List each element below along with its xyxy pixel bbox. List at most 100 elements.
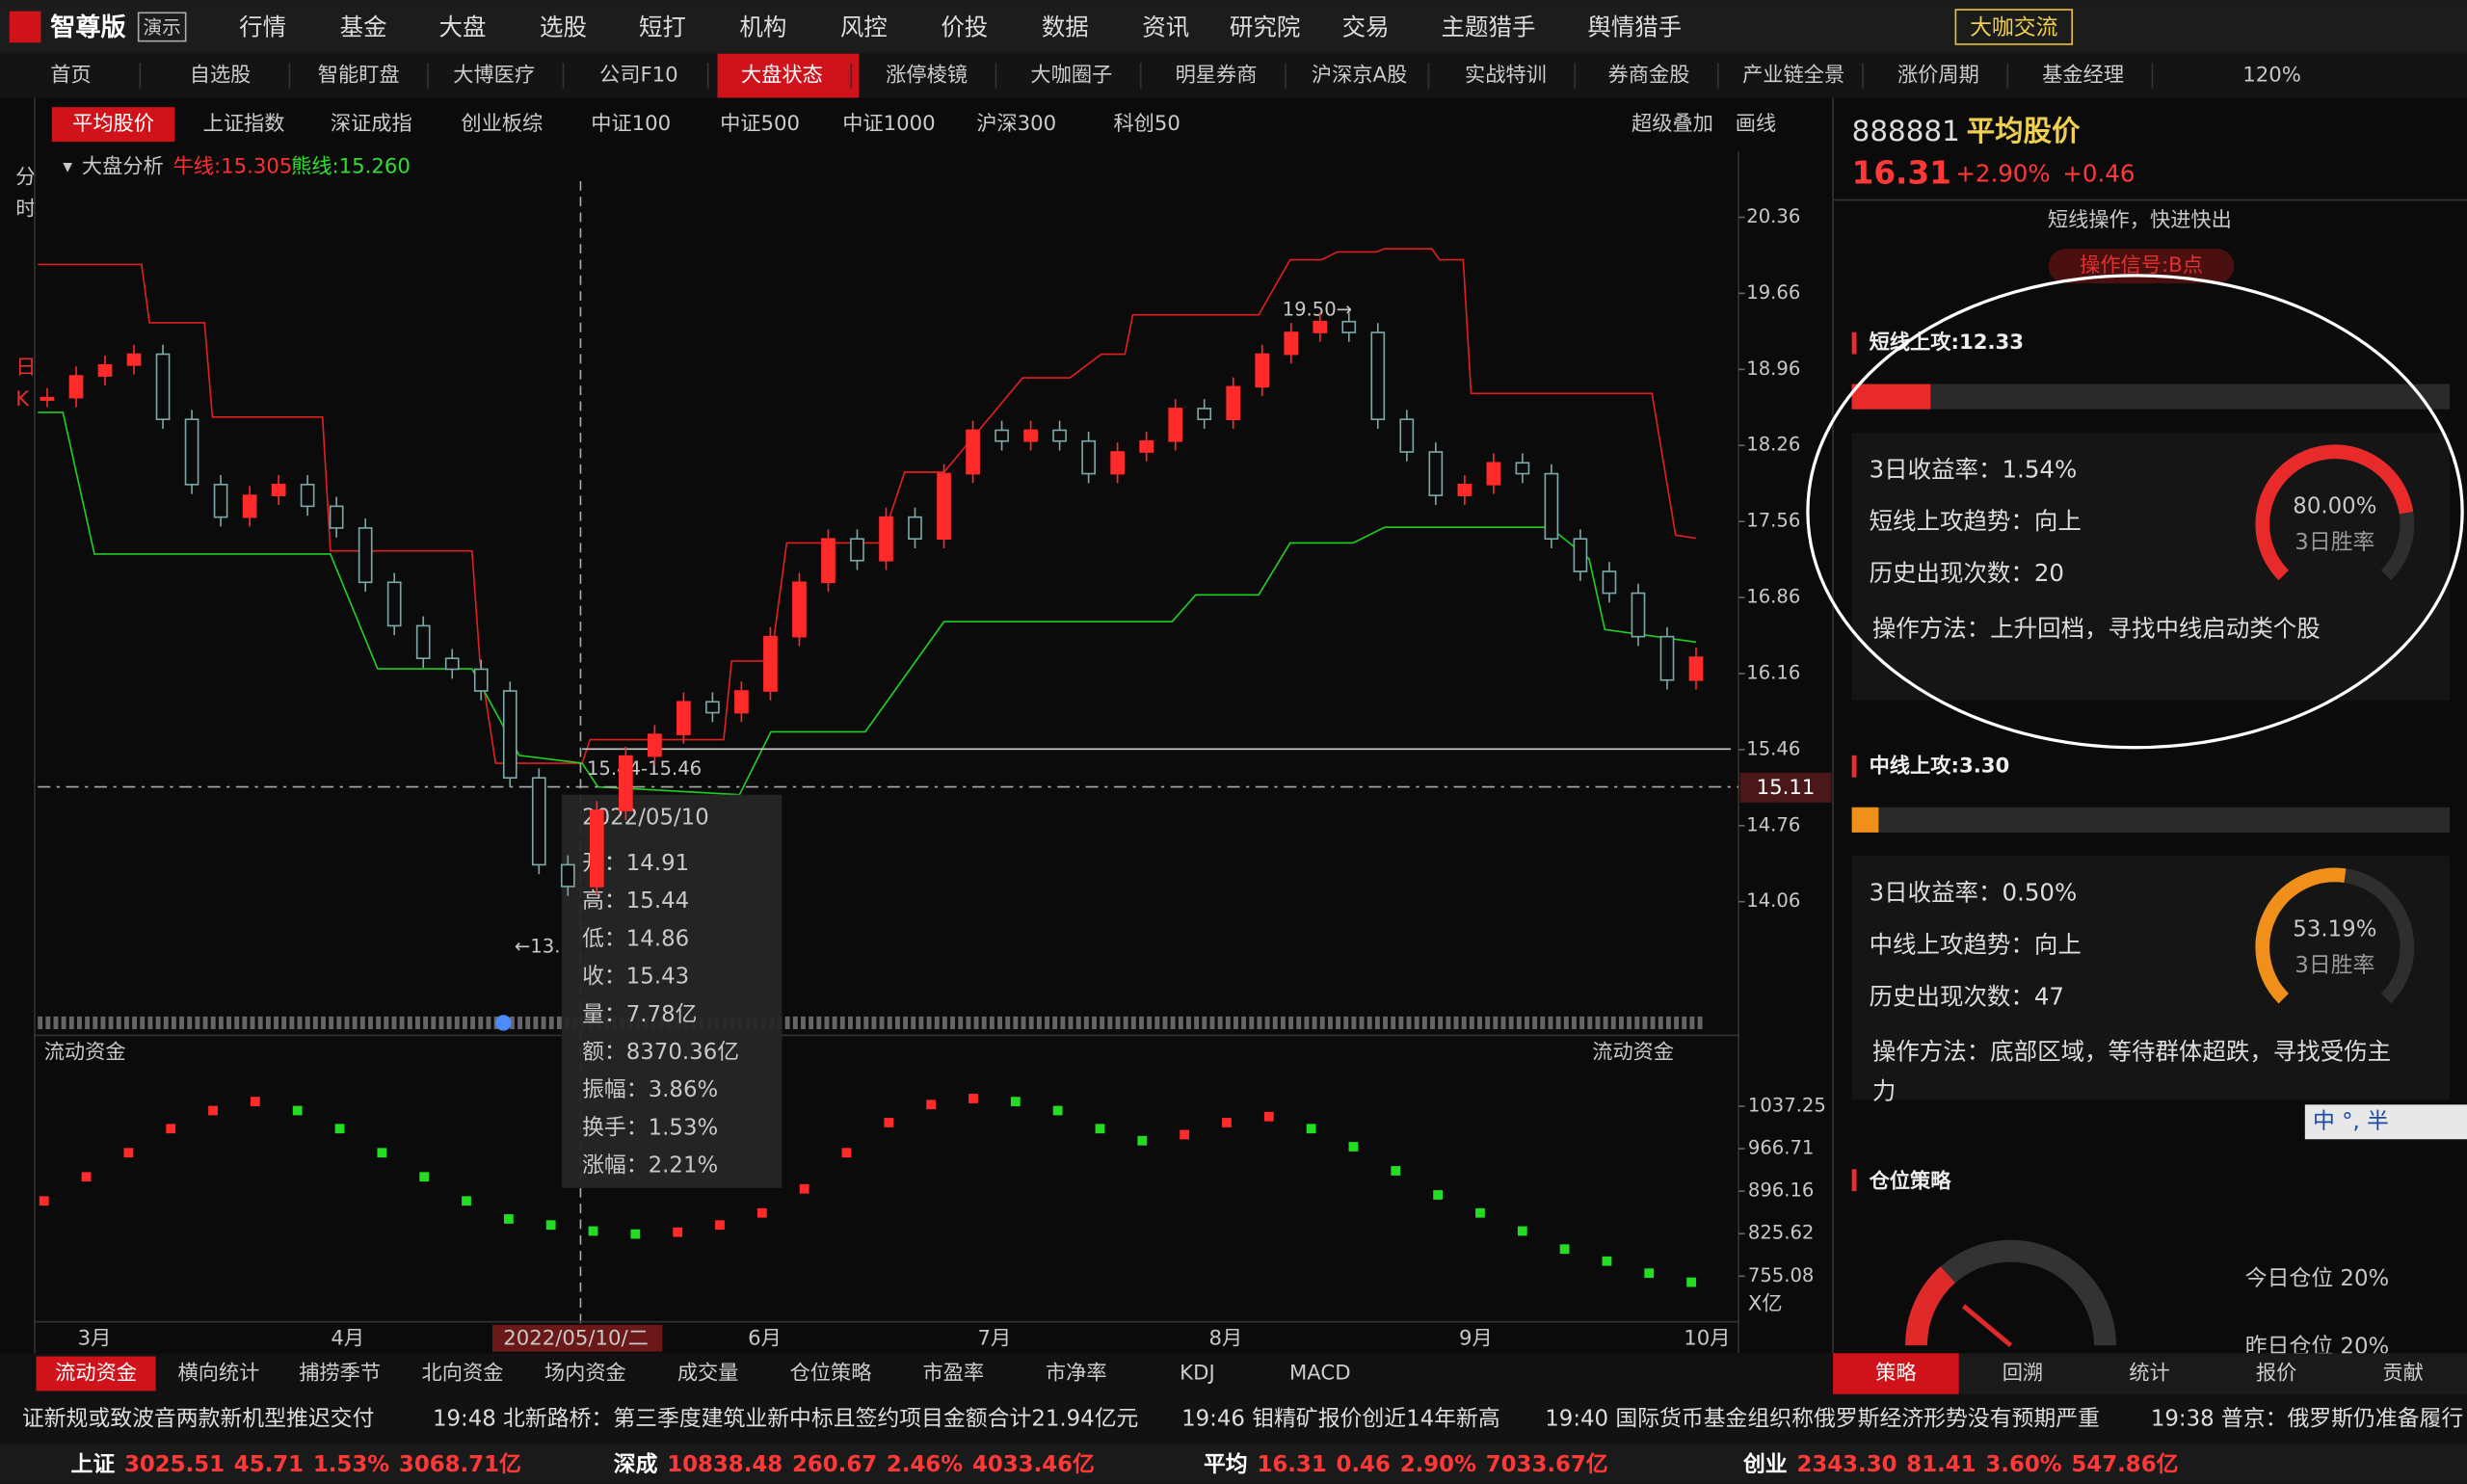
position-title: 仓位策略	[1869, 1168, 1952, 1193]
index-tab[interactable]: 深证成指	[331, 112, 412, 136]
menu-item[interactable]: 数据	[1042, 13, 1089, 41]
top-button-box[interactable]	[1954, 9, 2074, 45]
chart-tool[interactable]: 超级叠加	[1631, 112, 1713, 136]
menu-item[interactable]: 选股	[540, 13, 587, 41]
tab[interactable]: 大咖圈子	[1030, 64, 1112, 88]
candle-body	[1688, 656, 1704, 681]
menu-item[interactable]: 风控	[840, 13, 888, 41]
bottom-tab[interactable]: 横向统计	[177, 1362, 259, 1386]
bottom-tab[interactable]: 成交量	[677, 1362, 739, 1386]
bottom-tab[interactable]: 捕捞季节	[299, 1362, 381, 1386]
tab[interactable]: 沪深京A股	[1312, 64, 1407, 88]
index-tab[interactable]: 平均股价	[72, 112, 154, 136]
menu-item[interactable]: 行情	[239, 13, 286, 41]
news-item[interactable]: 19:48 北新路桥：第三季度建筑业新中标且签约项目金额合计21.94亿元	[433, 1406, 1138, 1431]
y-tick-label: 1037.25	[1748, 1094, 1826, 1116]
bottom-tab[interactable]: 北向资金	[422, 1362, 504, 1386]
zoom: 120%	[2242, 64, 2301, 88]
tab[interactable]: 券商金股	[1608, 64, 1690, 88]
section-marker	[1851, 1169, 1857, 1192]
menu-item[interactable]: 资讯	[1142, 13, 1189, 41]
status-value: 2.46%	[887, 1452, 963, 1477]
news-item[interactable]: 19:38 普京：俄罗斯仍准备履行	[2151, 1406, 2463, 1431]
status-label: 上证	[70, 1452, 115, 1477]
index-tab[interactable]: 中证500	[720, 112, 800, 136]
menu-item[interactable]: 基金	[340, 13, 387, 41]
news-item[interactable]: 19:40 国际货币基金组织称俄罗斯经济形势没有预期严重	[1545, 1406, 2100, 1431]
tab[interactable]: 实战特训	[1465, 64, 1547, 88]
flow-title: 流动资金	[1592, 1040, 1674, 1064]
flow-mark	[123, 1148, 134, 1158]
flow-mark	[377, 1148, 387, 1158]
index-tab[interactable]: 沪深300	[976, 112, 1056, 136]
tab[interactable]: 涨停棱镜	[886, 64, 968, 88]
chart-tool[interactable]: 画线	[1736, 112, 1776, 136]
mode[interactable]: 日	[15, 356, 36, 380]
tab[interactable]: 公司F10	[599, 64, 678, 88]
candle-body	[763, 635, 778, 692]
bottom-tab[interactable]: 市净率	[1046, 1362, 1107, 1386]
highlight-ellipse	[1806, 274, 2464, 750]
news-item[interactable]: 证新规或致波音两款新机型推迟交付	[22, 1406, 375, 1431]
section-marker	[1851, 331, 1857, 355]
y-tick-label: 896.16	[1748, 1179, 1815, 1202]
side-tab[interactable]: 贡献	[2382, 1362, 2423, 1386]
bottom-tab[interactable]: 流动资金	[55, 1362, 137, 1386]
menu-item[interactable]: 机构	[739, 13, 786, 41]
tab[interactable]: 自选股	[190, 64, 252, 88]
menu-item[interactable]: 主题猎手	[1442, 13, 1536, 41]
mode[interactable]: K	[15, 387, 30, 411]
tab[interactable]: 基金经理	[2042, 64, 2124, 88]
name: 平均股价	[1967, 115, 2081, 147]
tooltip-row: 额：8370.36亿	[582, 1040, 739, 1065]
candle-body	[1544, 472, 1559, 541]
status-value: 0.46	[1337, 1452, 1391, 1477]
tab[interactable]: 涨价周期	[1897, 64, 1979, 88]
bottom-tab[interactable]: 市盈率	[923, 1362, 985, 1386]
menu-item[interactable]: 研究院	[1230, 13, 1300, 41]
bottom-tab[interactable]: MACD	[1289, 1362, 1351, 1386]
flow-mark	[250, 1097, 260, 1107]
candle-body	[995, 429, 1009, 442]
dropdown[interactable]: ▾	[63, 155, 72, 177]
tab[interactable]: 明星券商	[1176, 64, 1258, 88]
bottom-tab[interactable]: KDJ	[1180, 1362, 1215, 1386]
flow-mark	[756, 1207, 767, 1218]
flow-mark	[39, 1196, 49, 1206]
mode[interactable]: 分	[15, 166, 36, 190]
tab[interactable]: 产业链全景	[1742, 64, 1844, 88]
candle-body	[648, 733, 662, 757]
flow-mark	[1263, 1111, 1274, 1122]
bottom-tab[interactable]: 仓位策略	[790, 1362, 872, 1386]
index-tab[interactable]: 中证100	[591, 112, 671, 136]
y-tick-label: 18.26	[1746, 434, 1800, 456]
candle-body	[444, 657, 460, 671]
top-button[interactable]: 大咖交流	[1970, 15, 2058, 40]
index-tab[interactable]: 创业板综	[461, 112, 543, 136]
tab[interactable]: 首页	[50, 64, 91, 88]
section-track	[1851, 807, 2451, 833]
menu-item[interactable]: 短打	[639, 13, 686, 41]
tab[interactable]: 大博医疗	[453, 64, 535, 88]
side-tab[interactable]: 统计	[2129, 1362, 2169, 1386]
side-tab[interactable]: 回溯	[2003, 1362, 2043, 1386]
index-tab[interactable]: 上证指数	[203, 112, 285, 136]
menu-item[interactable]: 舆情猎手	[1587, 13, 1682, 41]
mode[interactable]: 时	[15, 197, 36, 221]
candle-body	[1457, 484, 1472, 496]
menu-item[interactable]: 价投	[941, 13, 988, 41]
bottom-tab[interactable]: 场内资金	[544, 1362, 626, 1386]
tab[interactable]: 智能盯盘	[318, 64, 400, 88]
menu-item[interactable]: 大盘	[439, 13, 487, 41]
index-tab[interactable]: 中证1000	[842, 112, 935, 136]
news-item[interactable]: 19:46 钼精矿报价创近14年新高	[1181, 1406, 1500, 1431]
y-tick-label: 755.08	[1748, 1264, 1815, 1286]
tab[interactable]: 大盘状态	[741, 64, 823, 88]
side-tab[interactable]: 报价	[2256, 1362, 2296, 1386]
menu-item[interactable]: 交易	[1342, 13, 1390, 41]
month-label: 8月	[1208, 1327, 1242, 1351]
index-tab[interactable]: 科创50	[1113, 112, 1180, 136]
side-tab[interactable]: 策略	[1875, 1362, 1916, 1386]
candle-body	[213, 484, 228, 518]
flow-unit: X亿	[1748, 1292, 1783, 1316]
